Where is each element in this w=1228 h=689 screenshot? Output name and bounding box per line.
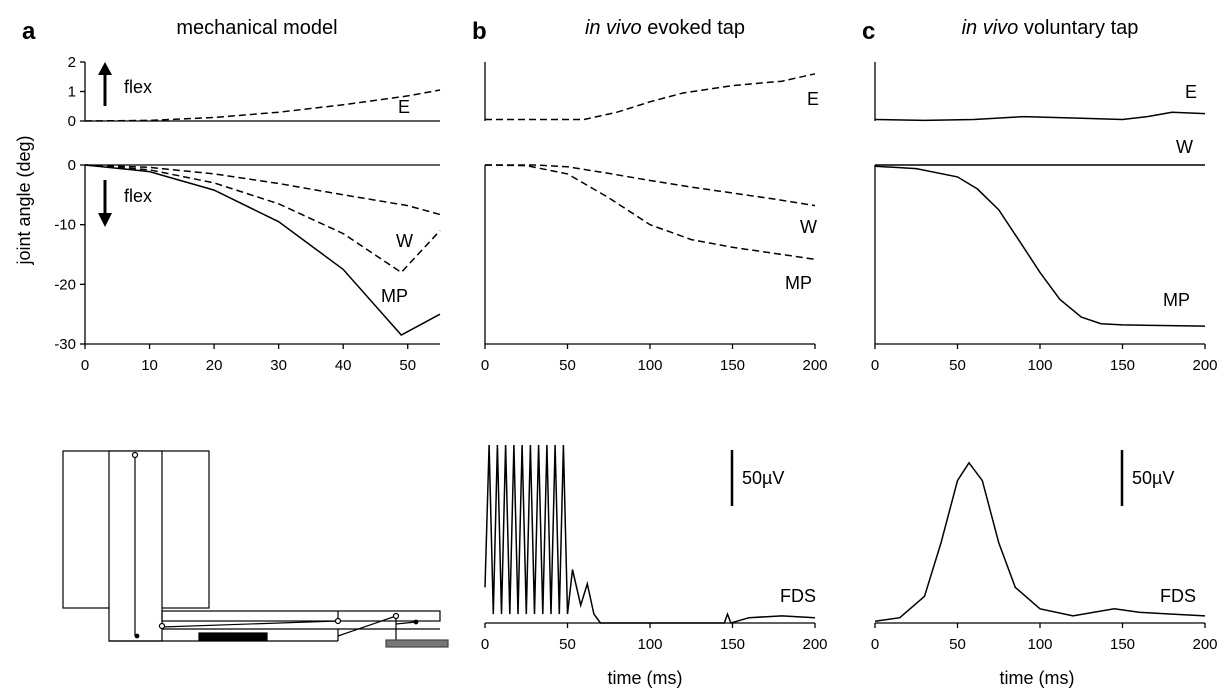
y-tick-label-a-E: 2: [68, 54, 76, 71]
y-tick-label-a-WMP: -20: [54, 276, 76, 293]
series-line-c-E-0: [874, 111, 1206, 122]
flex-label-up: flex: [124, 77, 152, 97]
x-tick-label-b-WMP: 100: [637, 357, 662, 374]
panel-letter-b: b: [472, 18, 487, 45]
x-tick-label-a-WMP: 10: [141, 357, 158, 374]
series-label-a-WMP: MP: [381, 286, 408, 306]
x-tick-label-b-EMG: 50: [559, 636, 576, 653]
x-tick-label-c-WMP: 200: [1192, 357, 1217, 374]
chart-a-WMP: 0 -10 -20 -30 0 10 20 30 40 50 W MP: [54, 157, 441, 374]
x-tick-label-a-WMP: 20: [206, 357, 223, 374]
x-tick-label-b-EMG: 0: [481, 636, 489, 653]
panel-title-a: mechanical model: [176, 17, 337, 39]
x-tick-label-c-WMP: 50: [949, 357, 966, 374]
panel-title-c: in vivo voluntary tap: [962, 17, 1139, 39]
series-line-a-WMP-2: [84, 164, 441, 336]
flex-up-arrow: [98, 62, 112, 106]
x-tick-label-a-WMP: 50: [399, 357, 416, 374]
panel-letter-a: a: [22, 18, 36, 45]
scalebar-label-c: 50µV: [1132, 468, 1174, 488]
series-label-c-EMG: FDS: [1160, 586, 1196, 606]
x-tick-label-b-WMP: 150: [720, 357, 745, 374]
series-label-b-WMP: MP: [785, 273, 812, 293]
x-tick-label-a-WMP: 0: [81, 357, 89, 374]
mechanical-model-diagram: [62, 450, 449, 648]
y-tick-label-a-E: 0: [68, 113, 76, 130]
series-line-b-EMG-0: [484, 444, 816, 624]
series-label-c-WMP: W: [1176, 137, 1193, 157]
x-tick-label-c-EMG: 0: [871, 636, 879, 653]
chart-c-EMG: 0 50 100 150 200 FDS: [871, 461, 1218, 653]
series-line-c-EMG-0: [874, 461, 1206, 622]
y-tick-label-a-E: 1: [68, 84, 76, 101]
x-tick-label-c-EMG: 50: [949, 636, 966, 653]
x-tick-label-c-EMG: 150: [1110, 636, 1135, 653]
series-line-c-WMP-1: [874, 165, 1206, 327]
x-tick-label-a-WMP: 40: [335, 357, 352, 374]
x-tick-label-b-EMG: 150: [720, 636, 745, 653]
x-tick-label-b-WMP: 50: [559, 357, 576, 374]
flex-label-down: flex: [124, 186, 152, 206]
y-tick-label-a-WMP: -30: [54, 336, 76, 353]
x-tick-label-b-WMP: 0: [481, 357, 489, 374]
series-label-c-E: E: [1185, 82, 1197, 102]
panel-letter-c: c: [862, 18, 875, 45]
series-line-a-WMP-0: [84, 164, 441, 216]
charts-layer: 0 1 2 E 0 -10 -20 -30 0 10 20 30 40 50 W MP E 0 50 100 150 20…: [54, 54, 1217, 653]
chart-a-E: 0 1 2 E: [68, 54, 441, 130]
x-tick-label-c-WMP: 150: [1110, 357, 1135, 374]
series-label-b-WMP: W: [800, 217, 817, 237]
series-label-b-EMG: FDS: [780, 586, 816, 606]
chart-b-WMP: 0 50 100 150 200 W MP: [481, 164, 828, 374]
scalebar-label-b: 50µV: [742, 468, 784, 488]
x-tick-label-c-EMG: 100: [1027, 636, 1052, 653]
series-label-a-E: E: [398, 97, 410, 117]
x-tick-label-c-WMP: 0: [871, 357, 879, 374]
x-tick-label-b-EMG: 100: [637, 636, 662, 653]
chart-c-WMP: 0 50 100 150 200 W MP: [871, 137, 1218, 374]
series-line-b-WMP-1: [484, 164, 816, 261]
series-line-a-WMP-1: [84, 164, 441, 274]
y-tick-label-a-WMP: 0: [68, 157, 76, 174]
y-tick-label-a-WMP: -10: [54, 217, 76, 234]
panel-title-b: in vivo evoked tap: [585, 17, 745, 39]
x-axis-label-c: time (ms): [1000, 668, 1075, 688]
flex-down-arrow: [98, 180, 112, 227]
y-axis-label: joint angle (deg): [14, 135, 34, 265]
x-tick-label-a-WMP: 30: [270, 357, 287, 374]
series-label-c-WMP: MP: [1163, 290, 1190, 310]
x-tick-label-b-EMG: 200: [802, 636, 827, 653]
x-tick-label-b-WMP: 200: [802, 357, 827, 374]
series-line-b-E-0: [485, 73, 816, 121]
series-line-b-WMP-0: [485, 164, 816, 207]
series-line-a-E-0: [84, 89, 441, 122]
x-tick-label-c-WMP: 100: [1027, 357, 1052, 374]
x-axis-label-b: time (ms): [608, 668, 683, 688]
chart-b-EMG: 0 50 100 150 200 FDS: [481, 444, 828, 653]
series-label-b-E: E: [807, 89, 819, 109]
x-tick-label-c-EMG: 200: [1192, 636, 1217, 653]
chart-b-E: E: [484, 62, 819, 121]
chart-c-E: E: [874, 62, 1206, 122]
series-label-a-WMP: W: [396, 231, 413, 251]
